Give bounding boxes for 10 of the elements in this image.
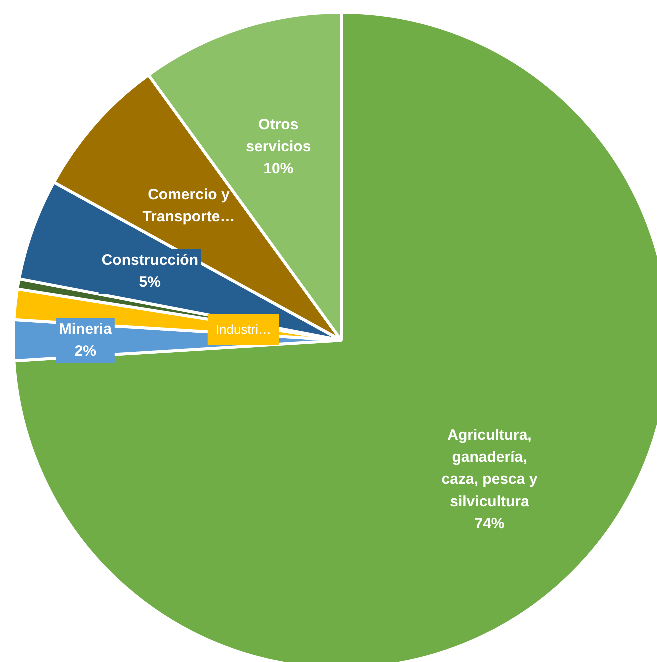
slice-label: Otros servicios bbox=[246, 116, 312, 156]
data-label: 5% bbox=[139, 274, 162, 292]
slice-label: Industri… bbox=[216, 322, 272, 338]
slice-label: Comercio y Transporte… bbox=[142, 186, 236, 226]
data-label: 10% bbox=[264, 160, 294, 178]
data-label: 2% bbox=[74, 343, 97, 360]
slice-label: Mineria bbox=[59, 320, 113, 338]
slice-label: Agricultura, ganadería, caza, pesca y silvicultura bbox=[442, 427, 538, 510]
slice-label: Construcción bbox=[102, 252, 199, 270]
data-label: 74% bbox=[474, 515, 505, 532]
